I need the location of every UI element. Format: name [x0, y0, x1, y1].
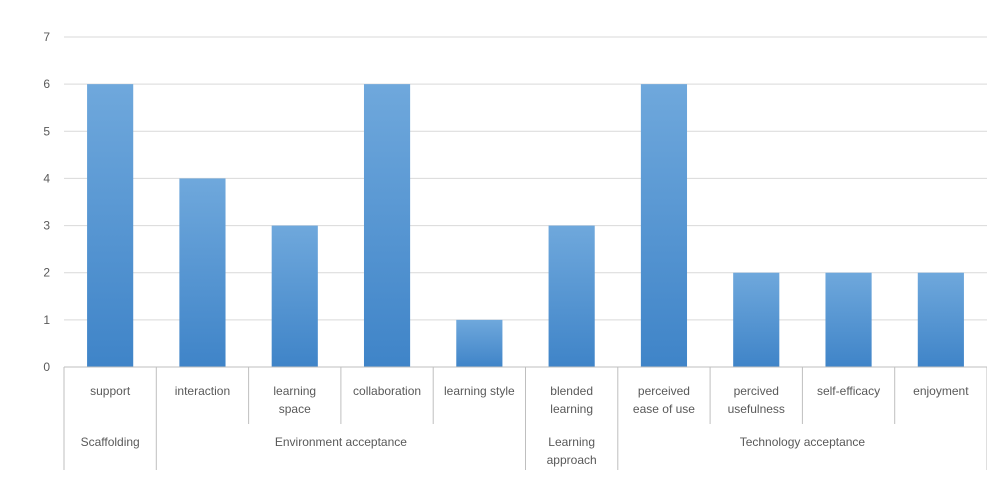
category-labels: support interaction learning space collabora…: [90, 384, 969, 416]
bar: [917, 272, 964, 367]
category-label: blended learning: [550, 384, 593, 416]
group-label-line: Environment acceptance: [275, 435, 407, 449]
category-label-line: interaction: [175, 384, 230, 398]
bar: [87, 84, 134, 368]
group-label-line: Technology acceptance: [740, 435, 866, 449]
category-label-line: support: [90, 384, 131, 398]
category-label: interaction: [175, 384, 230, 398]
category-label-line: perceived: [638, 384, 690, 398]
category-label: perceived ease of use: [633, 384, 695, 416]
y-tick-label: 5: [43, 124, 50, 138]
category-label: self-efficacy: [817, 384, 880, 398]
category-label: collaboration: [353, 384, 421, 398]
group-label-line: Learning: [548, 435, 595, 449]
y-axis-ticks: 0 1 2 3 4 5 6 7: [43, 30, 50, 374]
group-label: Technology acceptance: [740, 435, 866, 449]
category-label-line: percived: [734, 384, 779, 398]
bar: [733, 272, 780, 367]
bar: [456, 319, 503, 367]
category-label: support: [90, 384, 131, 398]
group-label: Environment acceptance: [275, 435, 407, 449]
y-tick-label: 3: [43, 219, 50, 233]
y-tick-label: 6: [43, 77, 50, 91]
category-label: enjoyment: [913, 384, 969, 398]
bar: [179, 178, 226, 367]
bars: [87, 84, 964, 368]
bar: [548, 225, 595, 367]
y-tick-label: 1: [43, 313, 50, 327]
bar: [825, 272, 872, 367]
category-label-line: usefulness: [728, 402, 785, 416]
y-tick-label: 7: [43, 30, 50, 44]
y-tick-label: 0: [43, 360, 50, 374]
group-label-line: approach: [547, 453, 597, 467]
y-tick-label: 2: [43, 266, 50, 280]
group-label-line: Scaffolding: [81, 435, 140, 449]
x-axis: [63, 366, 987, 470]
category-label-line: learning: [550, 402, 593, 416]
category-label-line: collaboration: [353, 384, 421, 398]
category-label-line: learning: [273, 384, 316, 398]
category-label: percived usefulness: [728, 384, 785, 416]
category-label-line: space: [279, 402, 311, 416]
bar: [640, 84, 688, 368]
group-labels: Scaffolding Environment acceptance Learnin…: [81, 435, 866, 467]
category-label: learning style: [444, 384, 515, 398]
group-label: Scaffolding: [81, 435, 140, 449]
category-label-line: self-efficacy: [817, 384, 880, 398]
group-label: Learning approach: [547, 435, 597, 467]
y-tick-label: 4: [43, 171, 50, 185]
category-label: learning space: [273, 384, 316, 416]
category-label-line: ease of use: [633, 402, 695, 416]
bar: [363, 84, 411, 368]
category-label-line: blended: [550, 384, 593, 398]
bar: [271, 225, 318, 367]
category-label-line: learning style: [444, 384, 515, 398]
category-label-line: enjoyment: [913, 384, 969, 398]
